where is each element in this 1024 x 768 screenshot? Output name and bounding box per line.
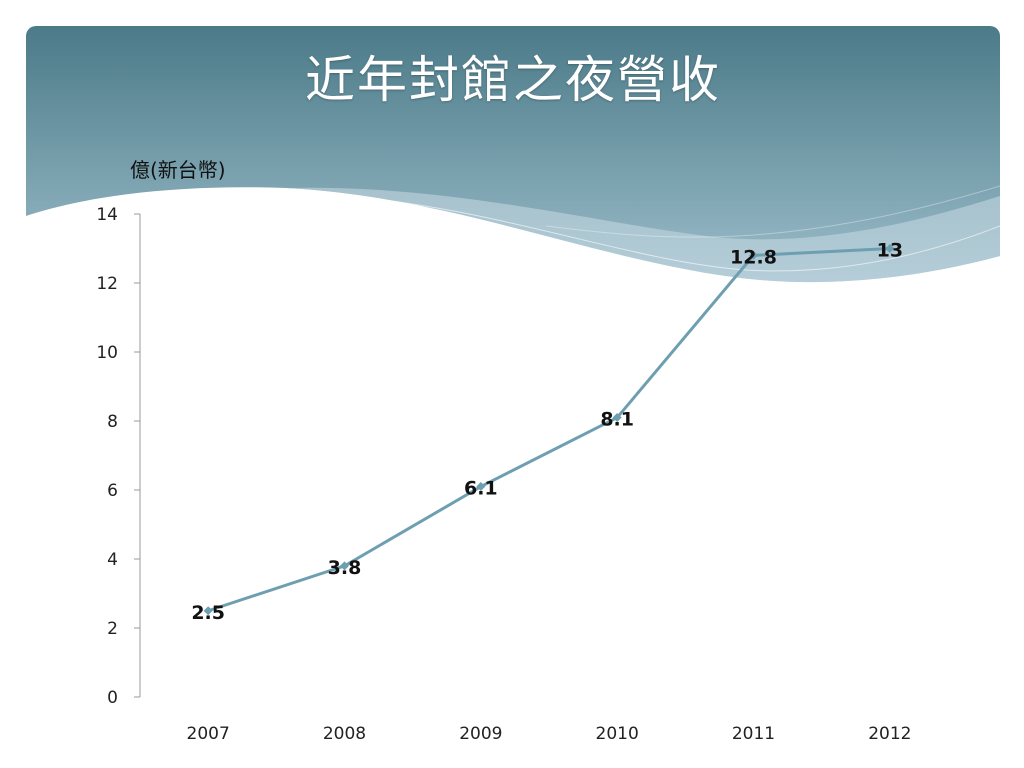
- y-tick-label: 14: [96, 205, 118, 225]
- data-point: [749, 250, 758, 260]
- slide-title: 近年封館之夜營收: [305, 51, 721, 109]
- header-background: [26, 26, 1000, 283]
- data-point: [476, 482, 486, 492]
- data-label: 8.1: [600, 409, 634, 431]
- data-label: 13: [877, 240, 903, 262]
- data-label: 3.8: [328, 557, 362, 579]
- data-point: [203, 606, 213, 616]
- y-tick-label: 0: [107, 688, 118, 708]
- y-tick-label: 4: [107, 550, 118, 570]
- data-point: [340, 561, 349, 571]
- x-tick-label: 2010: [596, 724, 639, 744]
- data-label: 12.8: [730, 246, 777, 268]
- data-label: 6.1: [464, 478, 498, 500]
- y-tick-label: 8: [107, 412, 118, 432]
- data-point: [885, 244, 895, 253]
- x-tick-label: 2012: [868, 724, 911, 744]
- x-tick-label: 2008: [323, 724, 366, 744]
- x-tick-label: 2009: [459, 724, 502, 744]
- data-point: [612, 413, 622, 423]
- y-tick-label: 2: [107, 619, 118, 639]
- header-band: [26, 26, 1000, 286]
- x-tick-label: 2011: [732, 724, 775, 744]
- data-label: 2.5: [191, 602, 225, 624]
- y-tick-label: 6: [107, 481, 118, 501]
- x-tick-label: 2007: [187, 724, 230, 744]
- series-line: [207, 247, 890, 613]
- y-tick-label: 12: [96, 274, 118, 294]
- y-axis-label: 億(新台幣): [130, 158, 226, 182]
- y-tick-label: 10: [96, 343, 118, 363]
